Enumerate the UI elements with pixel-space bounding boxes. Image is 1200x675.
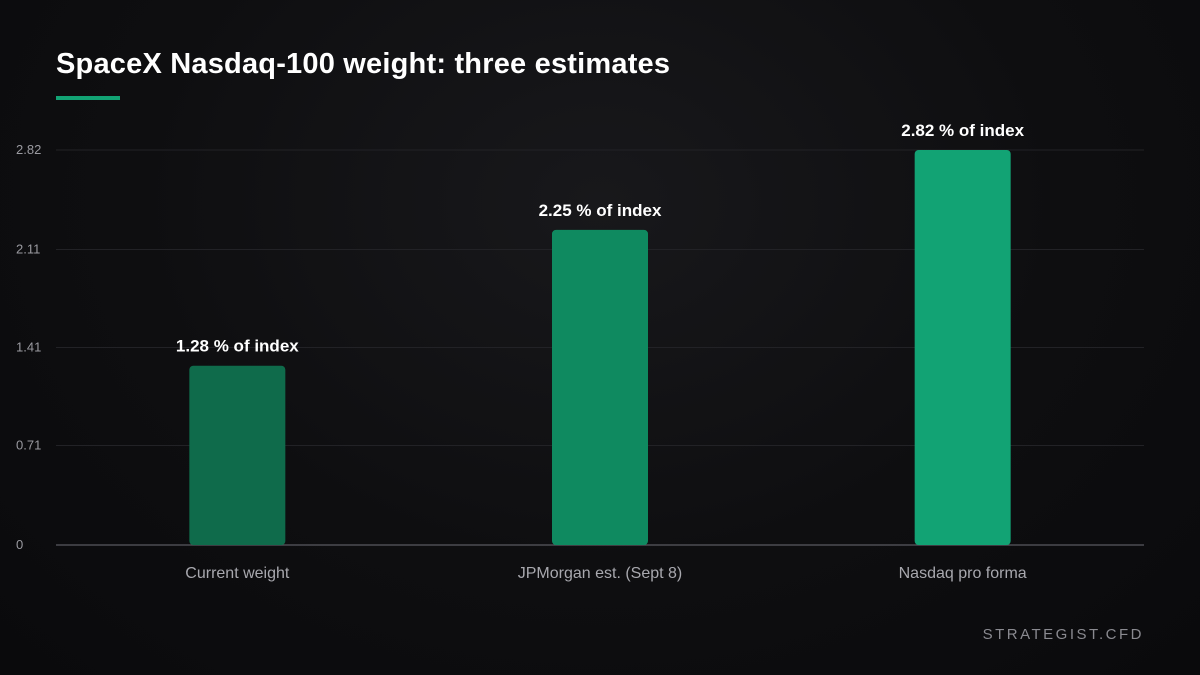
brand-watermark: STRATEGIST.CFD [982,626,1144,643]
x-tick-label: Nasdaq pro forma [899,565,1027,582]
bar [552,229,648,545]
data-label: 1.28 % of index [176,337,299,356]
bar [189,365,286,545]
y-tick-label: 1.41 [16,340,41,355]
data-label: 2.82 % of index [901,121,1024,140]
x-tick-label: Current weight [185,565,290,582]
chart-title: SpaceX Nasdaq-100 weight: three estimate… [56,48,671,80]
y-tick-label: 0.71 [16,438,41,453]
y-tick-label: 0 [16,537,23,552]
y-tick-label: 2.82 [16,142,41,157]
x-tick-label: JPMorgan est. (Sept 8) [518,565,683,582]
title-accent-bar [56,96,120,100]
y-tick-label: 2.11 [16,241,40,256]
bar [914,150,1011,545]
data-label: 2.25 % of index [539,201,662,220]
